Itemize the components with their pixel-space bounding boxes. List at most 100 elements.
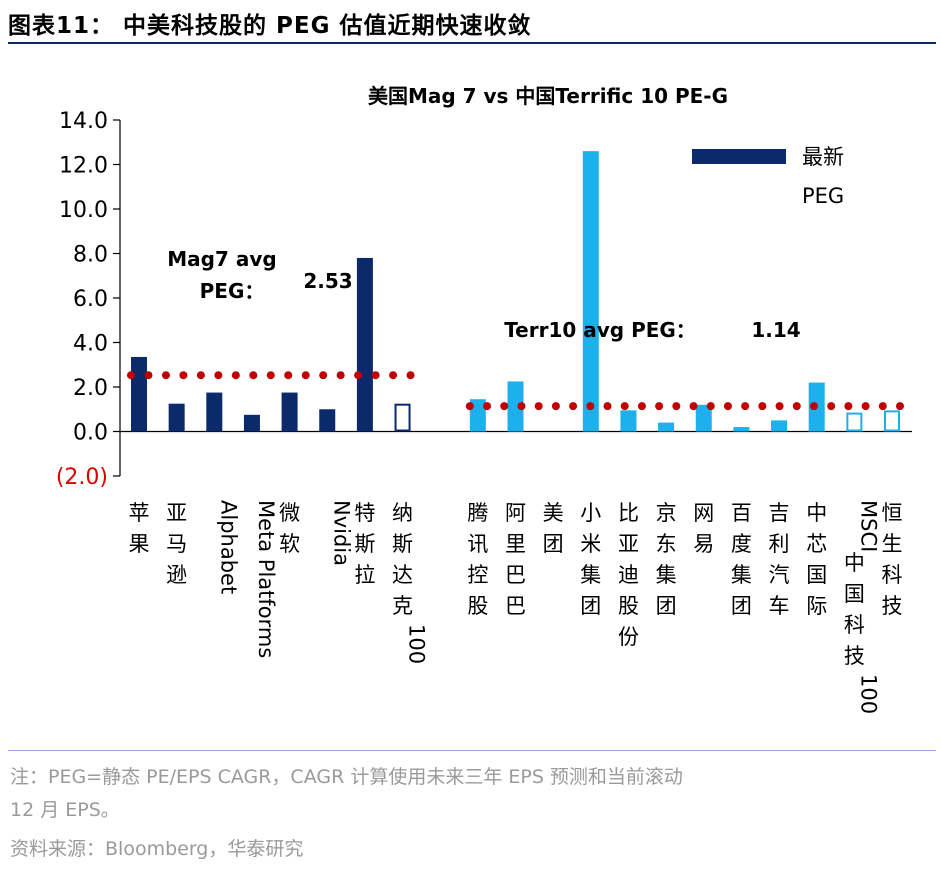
avg-dot <box>603 402 612 411</box>
x-category-char: 控 <box>467 563 488 587</box>
x-category-char: 中 <box>844 551 865 575</box>
bar <box>319 409 336 432</box>
x-category-char: 比 <box>618 501 639 525</box>
avg-dot <box>741 402 750 411</box>
source-line: 资料来源：Bloomberg，华泰研究 <box>10 838 304 860</box>
x-category-char: 苹 <box>129 501 150 525</box>
x-category-label: Nvidia <box>329 500 353 566</box>
avg-dot <box>517 402 526 411</box>
x-category-digits: 100 <box>856 674 880 714</box>
avg-dot <box>465 402 474 411</box>
x-category-char: 份 <box>618 625 639 649</box>
terr10-avg-label: Terr10 avg PEG： <box>504 318 696 342</box>
x-category-char: 里 <box>505 532 526 556</box>
average-lines <box>127 371 904 411</box>
x-category-char: 芯 <box>806 532 827 556</box>
x-category-char: 技 <box>882 594 903 618</box>
avg-dot <box>144 371 153 380</box>
avg-dot <box>161 371 170 380</box>
avg-dot <box>620 402 629 411</box>
avg-dot <box>861 402 870 411</box>
avg-dot <box>827 402 836 411</box>
x-category-char: 团 <box>656 594 677 618</box>
bar <box>620 410 637 432</box>
avg-dot <box>231 371 240 380</box>
y-tick-label: 0.0 <box>73 421 108 446</box>
x-category-char: 科 <box>882 563 903 587</box>
avg-dot <box>637 402 646 411</box>
peg-chart: 美国Mag 7 vs 中国Terrific 10 PE-G 14.0 12.0 10… <box>56 84 912 714</box>
x-category-char: 团 <box>580 594 601 618</box>
bar <box>356 257 373 432</box>
x-category-char: 巴 <box>505 594 526 618</box>
legend-label-line1: 最新 <box>802 145 844 169</box>
x-category-char: 斯 <box>354 532 375 556</box>
bar <box>658 422 675 432</box>
bar <box>243 414 260 432</box>
avg-dot <box>179 371 188 380</box>
avg-dot <box>534 402 543 411</box>
avg-dot <box>844 402 853 411</box>
average-labels: Mag7 avg PEG： 2.53 Terr10 avg PEG： 1.14 <box>167 247 800 342</box>
x-category-char: 股 <box>618 594 639 618</box>
figure-title: 图表11： 中美科技股的 PEG 估值近期快速收敛 <box>8 13 532 39</box>
y-tick-label: 10.0 <box>59 198 108 223</box>
x-category-char: 东 <box>656 532 677 556</box>
x-category-char: 达 <box>392 563 413 587</box>
x-category-char: 亚 <box>618 532 639 556</box>
x-category-char: 马 <box>166 532 187 556</box>
x-category-char: 集 <box>731 563 752 587</box>
legend: 最新 PEG <box>692 145 844 208</box>
avg-dot <box>266 371 275 380</box>
x-category-char: 利 <box>769 532 790 556</box>
x-category-char: 逊 <box>166 563 187 587</box>
x-category-char: 际 <box>806 594 827 618</box>
avg-dot <box>214 371 223 380</box>
terr10-avg-value: 1.14 <box>751 318 800 342</box>
mag7-avg-label: Mag7 avg PEG： <box>167 247 276 303</box>
y-axis: 14.0 12.0 10.0 8.0 6.0 4.0 2.0 0.0 (2.0) <box>56 109 120 490</box>
bar <box>733 427 750 432</box>
x-category-char: 纳 <box>392 501 413 525</box>
bar <box>884 410 900 432</box>
x-category-char: 吉 <box>769 501 790 525</box>
bar <box>582 151 599 432</box>
x-category-char: 团 <box>731 594 752 618</box>
x-category-label: Meta Platforms <box>254 500 278 658</box>
bar <box>846 412 863 432</box>
chart-title: 美国Mag 7 vs 中国Terrific 10 PE-G <box>368 84 728 108</box>
x-category-char: 京 <box>656 501 677 525</box>
avg-dot <box>706 402 715 411</box>
x-category-char: 微 <box>279 501 300 525</box>
avg-dot <box>689 402 698 411</box>
x-category-label: Alphabet <box>216 500 240 594</box>
y-tick-label: 14.0 <box>59 109 108 134</box>
x-category-char: 集 <box>580 563 601 587</box>
avg-dot <box>878 402 887 411</box>
x-category-label: MSCI <box>856 500 880 552</box>
avg-dot <box>655 402 664 411</box>
bar <box>695 404 712 432</box>
avg-dot <box>354 371 363 380</box>
avg-dot <box>127 371 135 380</box>
avg-dot <box>723 402 732 411</box>
avg-dot <box>389 371 398 380</box>
x-category-char: 软 <box>279 532 300 556</box>
bar <box>507 381 524 432</box>
avg-dot <box>809 402 818 411</box>
y-tick-label: (2.0) <box>56 465 108 490</box>
bar <box>281 392 298 432</box>
x-category-char: 生 <box>882 532 903 556</box>
mag7-avg-value: 2.53 <box>303 269 352 293</box>
bar <box>771 420 788 432</box>
x-category-char: 百 <box>731 501 752 525</box>
title-divider <box>8 42 936 44</box>
x-category-char: 拉 <box>354 563 375 587</box>
x-category-char: 易 <box>693 532 714 556</box>
note-line-1: 注：PEG=静态 PE/EPS CAGR，CAGR 计算使用未来三年 EPS 预… <box>10 766 683 788</box>
x-category-char: 克 <box>392 594 413 618</box>
x-category-char: 国 <box>806 563 827 587</box>
x-category-char: 技 <box>844 644 865 668</box>
x-category-char: 恒 <box>882 501 903 525</box>
